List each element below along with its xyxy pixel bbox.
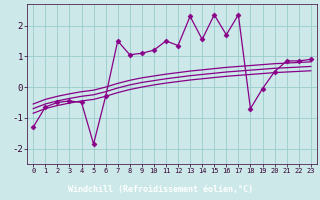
Text: Windchill (Refroidissement éolien,°C): Windchill (Refroidissement éolien,°C) <box>68 185 252 194</box>
